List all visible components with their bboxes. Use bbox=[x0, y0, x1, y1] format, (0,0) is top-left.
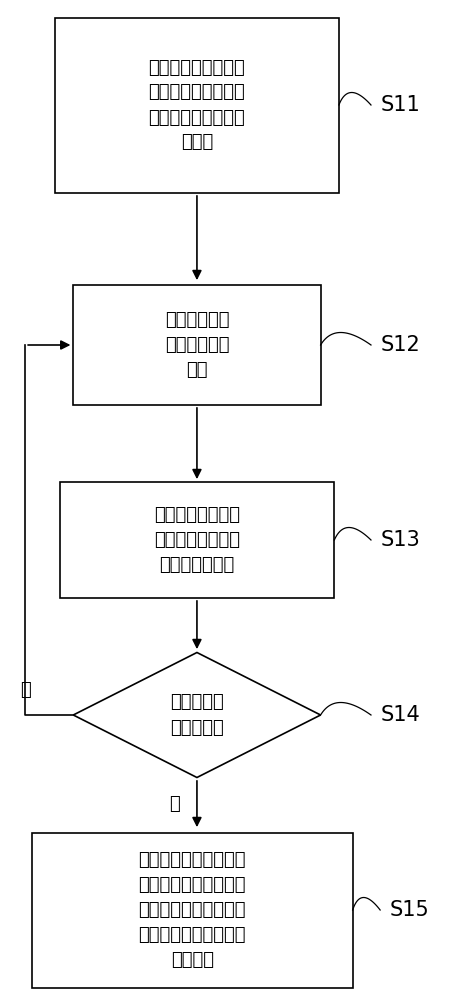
Text: S13: S13 bbox=[380, 530, 420, 550]
Bar bbox=[73, 285, 321, 405]
Text: S11: S11 bbox=[380, 95, 420, 115]
Text: 获取献血表信
息以及血辫子
信息: 获取献血表信 息以及血辫子 信息 bbox=[165, 311, 229, 379]
Polygon shape bbox=[73, 652, 321, 778]
Text: S12: S12 bbox=[380, 335, 420, 355]
Text: 判断核对结
果是否一致: 判断核对结 果是否一致 bbox=[170, 694, 224, 736]
Text: S14: S14 bbox=[380, 705, 420, 725]
Text: 登录操作系统，记录
操作信息，获取献血
者信息，并核对献血
者信息: 登录操作系统，记录 操作信息，获取献血 者信息，并核对献血 者信息 bbox=[148, 58, 245, 151]
Bar bbox=[60, 483, 334, 597]
Bar bbox=[32, 832, 353, 988]
Text: 是: 是 bbox=[169, 795, 180, 813]
Text: 核对若干个留样试
管以及主血袋条码
，获取核对结果: 核对若干个留样试 管以及主血袋条码 ，获取核对结果 bbox=[154, 506, 240, 574]
Text: 启动采血仪热敷模块进
行采集血液，采集血液
完毕后关闭采血仪热敷
模块，将采集血液作为
血液标本: 启动采血仪热敷模块进 行采集血液，采集血液 完毕后关闭采血仪热敷 模块，将采集血… bbox=[139, 851, 246, 969]
Text: S15: S15 bbox=[389, 900, 429, 920]
Bar bbox=[55, 17, 339, 192]
Text: 否: 否 bbox=[20, 681, 31, 699]
